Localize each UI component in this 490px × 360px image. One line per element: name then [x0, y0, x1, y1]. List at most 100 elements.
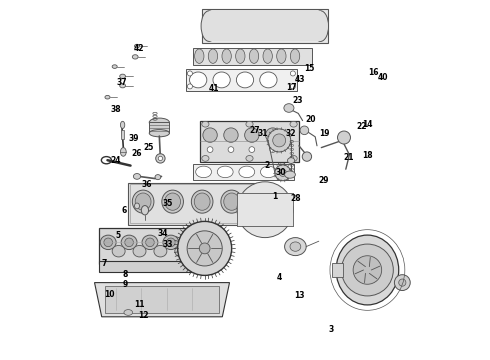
Text: 11: 11: [135, 300, 145, 309]
Text: 38: 38: [111, 105, 122, 114]
Ellipse shape: [124, 310, 133, 315]
Ellipse shape: [221, 190, 243, 213]
Ellipse shape: [192, 190, 213, 213]
Ellipse shape: [394, 275, 410, 291]
Text: 41: 41: [209, 84, 220, 93]
Ellipse shape: [342, 244, 393, 296]
Ellipse shape: [195, 49, 204, 63]
Text: 10: 10: [104, 290, 114, 299]
Text: 18: 18: [362, 151, 373, 160]
Ellipse shape: [100, 235, 116, 249]
Bar: [193, 164, 294, 180]
Text: 13: 13: [294, 292, 304, 300]
Ellipse shape: [155, 175, 161, 180]
Ellipse shape: [353, 256, 382, 284]
Bar: [209, 11, 320, 41]
Text: 14: 14: [362, 120, 373, 129]
Text: 30: 30: [276, 168, 286, 177]
Ellipse shape: [133, 174, 141, 179]
Ellipse shape: [133, 246, 146, 257]
Ellipse shape: [291, 71, 295, 76]
Ellipse shape: [246, 121, 253, 127]
Text: 6: 6: [122, 206, 127, 215]
Ellipse shape: [135, 193, 151, 210]
Ellipse shape: [285, 171, 295, 178]
Ellipse shape: [134, 44, 140, 48]
Ellipse shape: [120, 84, 125, 88]
Ellipse shape: [237, 182, 293, 238]
Ellipse shape: [300, 126, 309, 135]
Ellipse shape: [196, 166, 212, 178]
Ellipse shape: [236, 72, 254, 88]
Ellipse shape: [245, 128, 259, 142]
Ellipse shape: [284, 104, 294, 112]
Text: 1: 1: [272, 192, 277, 201]
Ellipse shape: [142, 235, 158, 249]
Text: 32: 32: [286, 129, 296, 138]
Ellipse shape: [261, 166, 276, 178]
Bar: [193, 48, 312, 65]
Text: 39: 39: [129, 134, 139, 143]
Ellipse shape: [112, 246, 125, 257]
Ellipse shape: [112, 65, 117, 68]
Ellipse shape: [190, 72, 207, 88]
Ellipse shape: [154, 246, 167, 257]
Ellipse shape: [249, 147, 255, 153]
Ellipse shape: [291, 84, 295, 89]
Ellipse shape: [277, 49, 286, 63]
Text: 28: 28: [290, 194, 301, 202]
Ellipse shape: [213, 72, 230, 88]
Bar: [149, 122, 170, 133]
Ellipse shape: [270, 147, 275, 153]
Text: 5: 5: [116, 231, 121, 240]
Ellipse shape: [290, 242, 301, 251]
Ellipse shape: [288, 158, 294, 163]
Ellipse shape: [187, 71, 193, 76]
Ellipse shape: [338, 131, 350, 144]
Ellipse shape: [263, 49, 272, 63]
Ellipse shape: [184, 235, 199, 249]
Bar: [333, 263, 343, 277]
Text: 23: 23: [292, 96, 302, 105]
Ellipse shape: [178, 221, 232, 275]
Text: 19: 19: [319, 129, 329, 138]
Text: 24: 24: [111, 156, 122, 165]
Ellipse shape: [399, 279, 406, 286]
Text: 27: 27: [250, 126, 260, 135]
Text: 40: 40: [377, 73, 388, 82]
Ellipse shape: [163, 235, 179, 249]
Ellipse shape: [146, 238, 154, 247]
Ellipse shape: [187, 238, 196, 247]
Ellipse shape: [249, 49, 259, 63]
Ellipse shape: [285, 238, 306, 256]
Text: 16: 16: [368, 68, 379, 77]
Ellipse shape: [125, 238, 133, 247]
Ellipse shape: [268, 129, 291, 152]
Ellipse shape: [121, 121, 125, 129]
Ellipse shape: [165, 193, 180, 210]
Text: 20: 20: [305, 115, 316, 124]
Bar: [128, 183, 272, 225]
Bar: [99, 228, 215, 264]
Text: 9: 9: [123, 280, 128, 289]
Ellipse shape: [120, 74, 125, 78]
Ellipse shape: [175, 246, 188, 257]
Ellipse shape: [290, 156, 297, 161]
Ellipse shape: [260, 72, 277, 88]
Bar: [237, 193, 293, 226]
Ellipse shape: [224, 193, 240, 210]
Ellipse shape: [246, 156, 253, 161]
Ellipse shape: [239, 166, 255, 178]
Bar: [186, 69, 297, 91]
Ellipse shape: [217, 166, 233, 178]
Ellipse shape: [162, 190, 183, 213]
Text: 17: 17: [287, 83, 297, 92]
Ellipse shape: [302, 152, 312, 161]
Ellipse shape: [149, 118, 170, 127]
Ellipse shape: [266, 128, 280, 142]
Ellipse shape: [228, 147, 234, 153]
Ellipse shape: [203, 128, 217, 142]
Ellipse shape: [208, 49, 218, 63]
Text: 4: 4: [276, 273, 282, 282]
Ellipse shape: [121, 148, 126, 156]
